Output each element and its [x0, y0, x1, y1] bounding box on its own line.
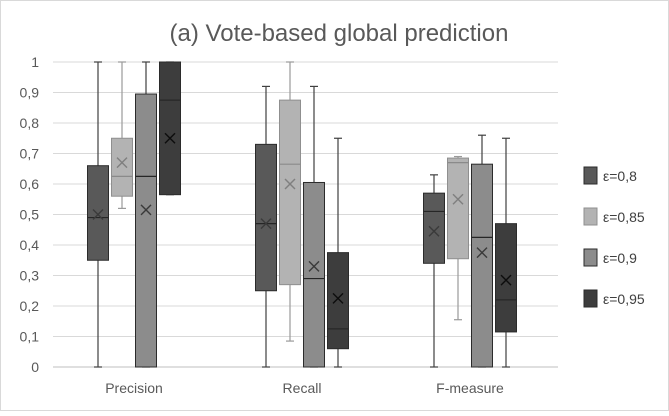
mean-marker	[284, 178, 296, 190]
legend-label: ε=0,9	[603, 250, 637, 266]
mean-marker	[476, 247, 488, 259]
mean-marker	[164, 132, 176, 144]
box-iqr	[279, 99, 301, 286]
legend-swatch	[583, 207, 598, 226]
y-tick-label: 0,9	[20, 85, 40, 101]
box-plot-box	[423, 174, 445, 368]
box-iqr	[255, 143, 277, 292]
box-plot-box	[159, 61, 181, 196]
box-plot-box	[255, 85, 277, 368]
legend-swatch	[583, 289, 598, 308]
y-tick-label: 0,1	[20, 329, 40, 345]
box-iqr	[135, 93, 157, 368]
mean-marker	[332, 292, 344, 304]
y-tick-label: 0,2	[20, 298, 40, 314]
box-plot-box	[135, 61, 157, 368]
box-iqr	[471, 163, 493, 368]
chart-title: (a) Vote-based global prediction	[170, 20, 509, 47]
box-iqr	[159, 61, 181, 196]
mean-marker	[140, 204, 152, 216]
y-tick-label: 0,8	[20, 115, 40, 131]
box-iqr	[447, 157, 469, 260]
legend-swatch	[583, 166, 598, 185]
mean-marker	[92, 209, 104, 220]
box-plot-box	[447, 155, 469, 321]
y-tick-label: 0,6	[20, 176, 40, 192]
y-tick-label: 0,3	[20, 268, 40, 284]
box-plot-box	[87, 61, 109, 368]
box-plot-box	[111, 61, 133, 209]
y-tick-label: 0,5	[20, 207, 40, 223]
mean-marker	[500, 274, 512, 286]
legend-swatch	[583, 248, 598, 267]
box-iqr	[87, 165, 109, 261]
mean-marker	[308, 260, 320, 272]
y-tick-label: 0,4	[20, 237, 40, 253]
x-category-label: F-measure	[436, 380, 504, 396]
mean-marker	[116, 157, 128, 169]
box-iqr	[423, 192, 445, 264]
x-category-label: Recall	[283, 380, 322, 396]
box-plot-box	[303, 85, 325, 368]
mean-marker	[260, 218, 272, 230]
mean-marker	[428, 225, 440, 237]
legend-label: ε=0,85	[603, 209, 645, 225]
legend-label: ε=0,95	[603, 291, 645, 307]
x-axis-category-labels: Precision Recall F-measure	[105, 380, 504, 396]
box-iqr	[327, 252, 349, 350]
box-iqr	[495, 223, 517, 333]
box-iqr	[111, 137, 133, 197]
box-plot-box	[495, 137, 517, 368]
box-plot-box	[279, 61, 301, 342]
y-tick-label: 0	[31, 359, 39, 375]
x-category-label: Precision	[105, 380, 163, 396]
mean-marker	[452, 193, 464, 205]
box-plot-box	[471, 134, 493, 368]
box-plot-box	[327, 137, 349, 368]
y-tick-label: 1	[31, 54, 39, 70]
legend-label: ε=0,8	[603, 168, 637, 184]
y-axis-tick-labels: 0 0,1 0,2 0,3 0,4 0,5 0,6 0,7 0,8 0,9 1	[20, 54, 40, 375]
box-plot-series	[87, 61, 517, 368]
y-tick-label: 0,7	[20, 146, 40, 162]
box-iqr	[303, 181, 325, 368]
legend: ε=0,8 ε=0,85 ε=0,9 ε=0,95	[583, 166, 645, 308]
